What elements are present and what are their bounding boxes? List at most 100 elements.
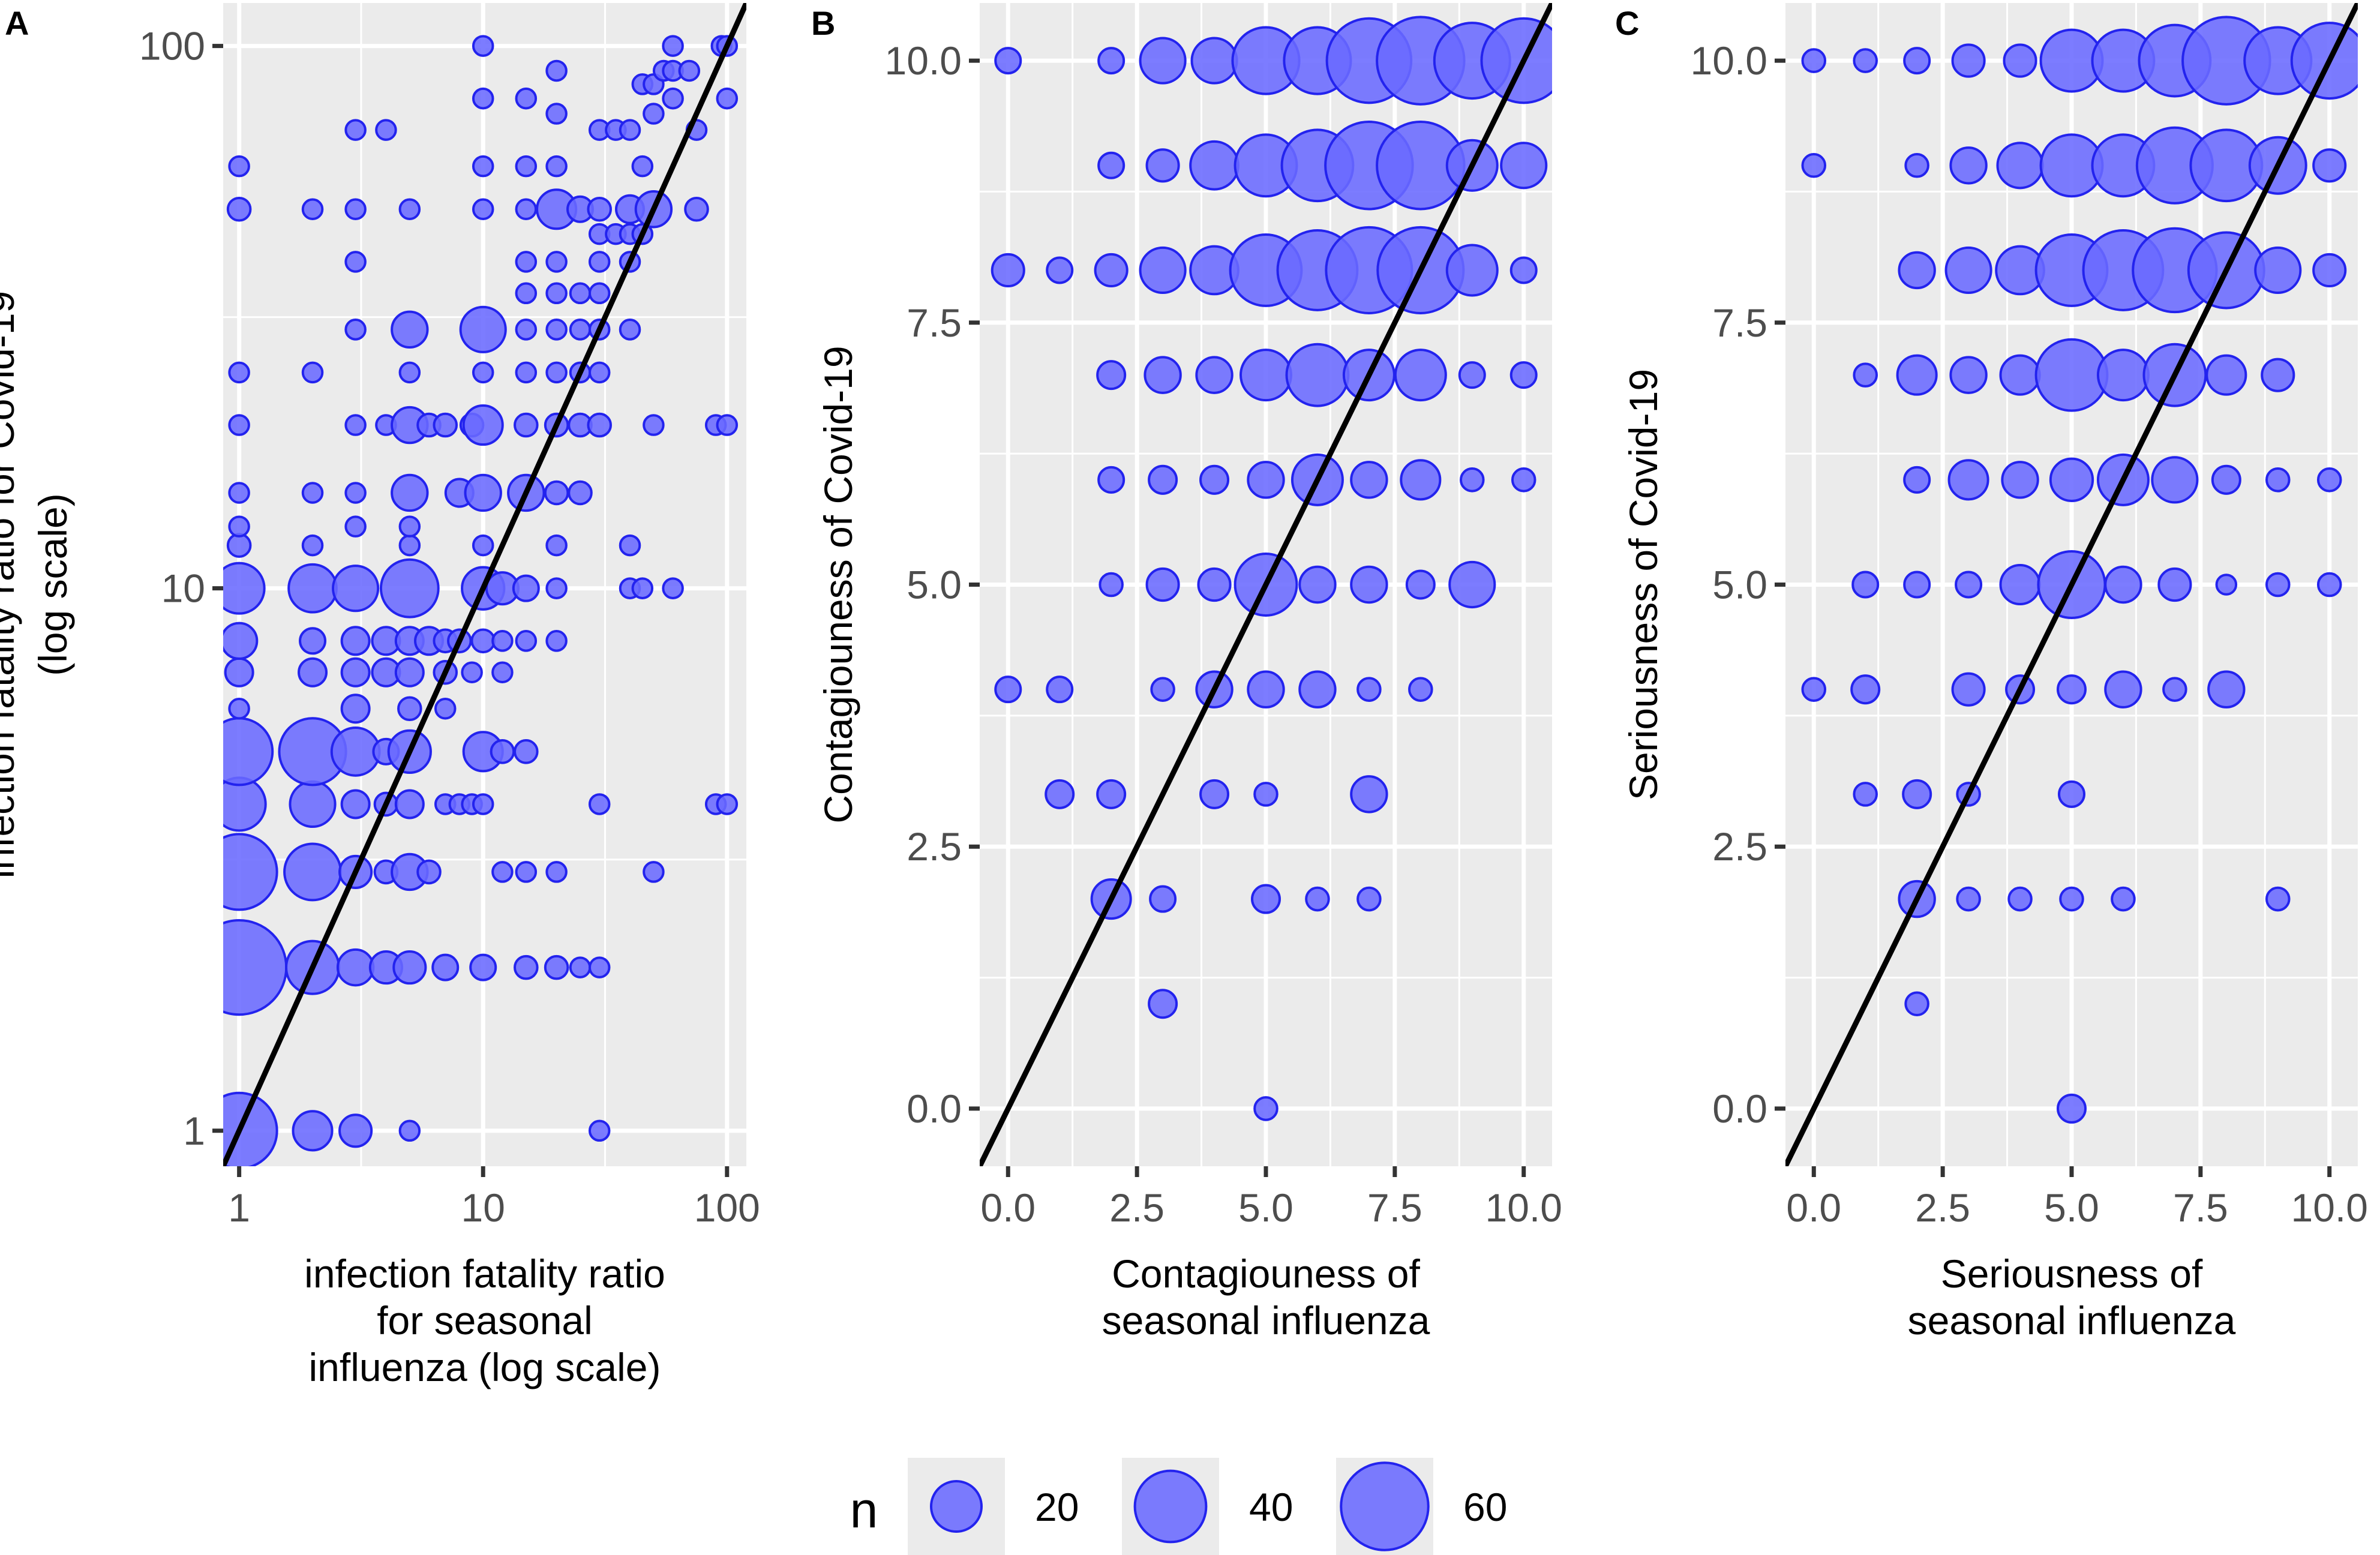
y-tick-label: 2.5 <box>1712 824 1767 869</box>
x-tick-label: 2.5 <box>1915 1185 1970 1230</box>
x-axis-title: for seasonal <box>377 1298 593 1343</box>
data-point <box>515 319 538 341</box>
data-point <box>587 412 612 438</box>
data-point <box>1139 246 1187 295</box>
data-point <box>643 414 665 436</box>
data-point <box>344 414 367 436</box>
data-point <box>2261 358 2295 392</box>
data-point <box>301 534 324 557</box>
data-point <box>398 515 421 538</box>
panel-letter: C <box>1615 4 1639 42</box>
legend-label: 20 <box>1035 1485 1079 1529</box>
y-axis-title-line: infection fatality ratio for Covid-19 <box>0 291 22 878</box>
y-axis-title-line: Contagiouness of Covid-19 <box>816 346 860 823</box>
data-point <box>228 697 250 720</box>
data-point <box>472 361 494 384</box>
data-point <box>1851 571 1880 599</box>
x-tick-label: 10.0 <box>2291 1185 2367 1230</box>
data-point <box>1903 571 1931 599</box>
data-point <box>545 577 568 599</box>
data-point <box>391 310 429 349</box>
data-point <box>631 577 654 599</box>
x-tick-label: 7.5 <box>2173 1185 2228 1230</box>
data-point <box>716 414 739 436</box>
data-point <box>490 739 515 764</box>
data-point <box>1448 560 1496 609</box>
y-tick-label: 100 <box>139 24 205 68</box>
data-point <box>1094 253 1129 288</box>
x-tick-label: 7.5 <box>1367 1185 1422 1230</box>
data-point <box>545 319 568 341</box>
data-point <box>1247 461 1285 499</box>
y-tick-label: 7.5 <box>907 301 962 345</box>
data-point <box>391 473 429 512</box>
data-point <box>1903 47 1931 75</box>
data-point <box>1956 886 1981 912</box>
data-point <box>379 558 440 619</box>
data-point <box>1190 37 1238 85</box>
data-point <box>375 119 397 141</box>
y-tick-label: 2.5 <box>907 824 962 869</box>
data-point <box>1148 464 1178 495</box>
data-point <box>2254 246 2302 295</box>
data-point <box>397 696 422 722</box>
data-point <box>332 565 380 613</box>
data-point <box>2316 572 2342 598</box>
data-point <box>228 515 250 538</box>
data-point <box>588 361 611 384</box>
data-point <box>1853 362 1878 388</box>
data-point <box>1445 244 1499 297</box>
data-point <box>588 793 611 815</box>
data-point <box>1144 356 1182 394</box>
data-point <box>1350 565 1388 604</box>
data-point <box>1298 565 1337 604</box>
data-point <box>2111 886 2136 912</box>
y-tick-label: 10.0 <box>1691 38 1767 83</box>
data-point <box>433 412 458 438</box>
x-axis-title: Contagiouness of <box>1112 1251 1420 1296</box>
legend-bubble <box>930 1480 983 1533</box>
data-point <box>994 47 1022 75</box>
data-point <box>2059 886 2084 912</box>
data-point <box>1853 48 1878 73</box>
y-tick-label: 10.0 <box>885 38 962 83</box>
data-point <box>1298 670 1337 709</box>
x-tick-label: 10 <box>461 1185 505 1230</box>
data-point <box>1096 779 1127 809</box>
data-point <box>545 155 568 178</box>
data-point <box>1247 670 1285 709</box>
data-point <box>464 473 502 512</box>
data-point <box>2049 457 2094 502</box>
data-point <box>1999 354 2041 396</box>
data-point <box>1149 885 1177 913</box>
data-point <box>1951 672 1986 707</box>
data-point <box>1408 677 1433 702</box>
reference-line <box>980 3 1552 1166</box>
data-point <box>344 515 367 538</box>
panel-letter: B <box>811 4 835 42</box>
y-tick-label: 5.0 <box>1712 563 1767 607</box>
data-point <box>301 482 324 504</box>
reference-line <box>1785 3 2358 1166</box>
data-point <box>1148 989 1178 1019</box>
data-point <box>2265 886 2291 912</box>
data-point <box>1949 356 1988 394</box>
data-point <box>619 319 641 341</box>
data-point <box>678 59 701 82</box>
data-point <box>1253 1096 1278 1121</box>
data-point <box>619 119 641 141</box>
data-point <box>2215 574 2238 596</box>
data-point <box>545 630 568 652</box>
data-point <box>344 251 367 273</box>
data-point <box>289 780 337 828</box>
data-point <box>545 251 568 273</box>
y-axis-title-line: Seriousness of Covid-19 <box>1621 369 1665 800</box>
data-point <box>994 676 1022 704</box>
data-point <box>2312 253 2347 288</box>
data-point <box>1509 361 1538 389</box>
data-point <box>515 251 538 273</box>
x-tick-label: 0.0 <box>1786 1185 1841 1230</box>
data-point <box>588 1119 611 1142</box>
data-point <box>544 954 569 980</box>
data-point <box>545 861 568 883</box>
